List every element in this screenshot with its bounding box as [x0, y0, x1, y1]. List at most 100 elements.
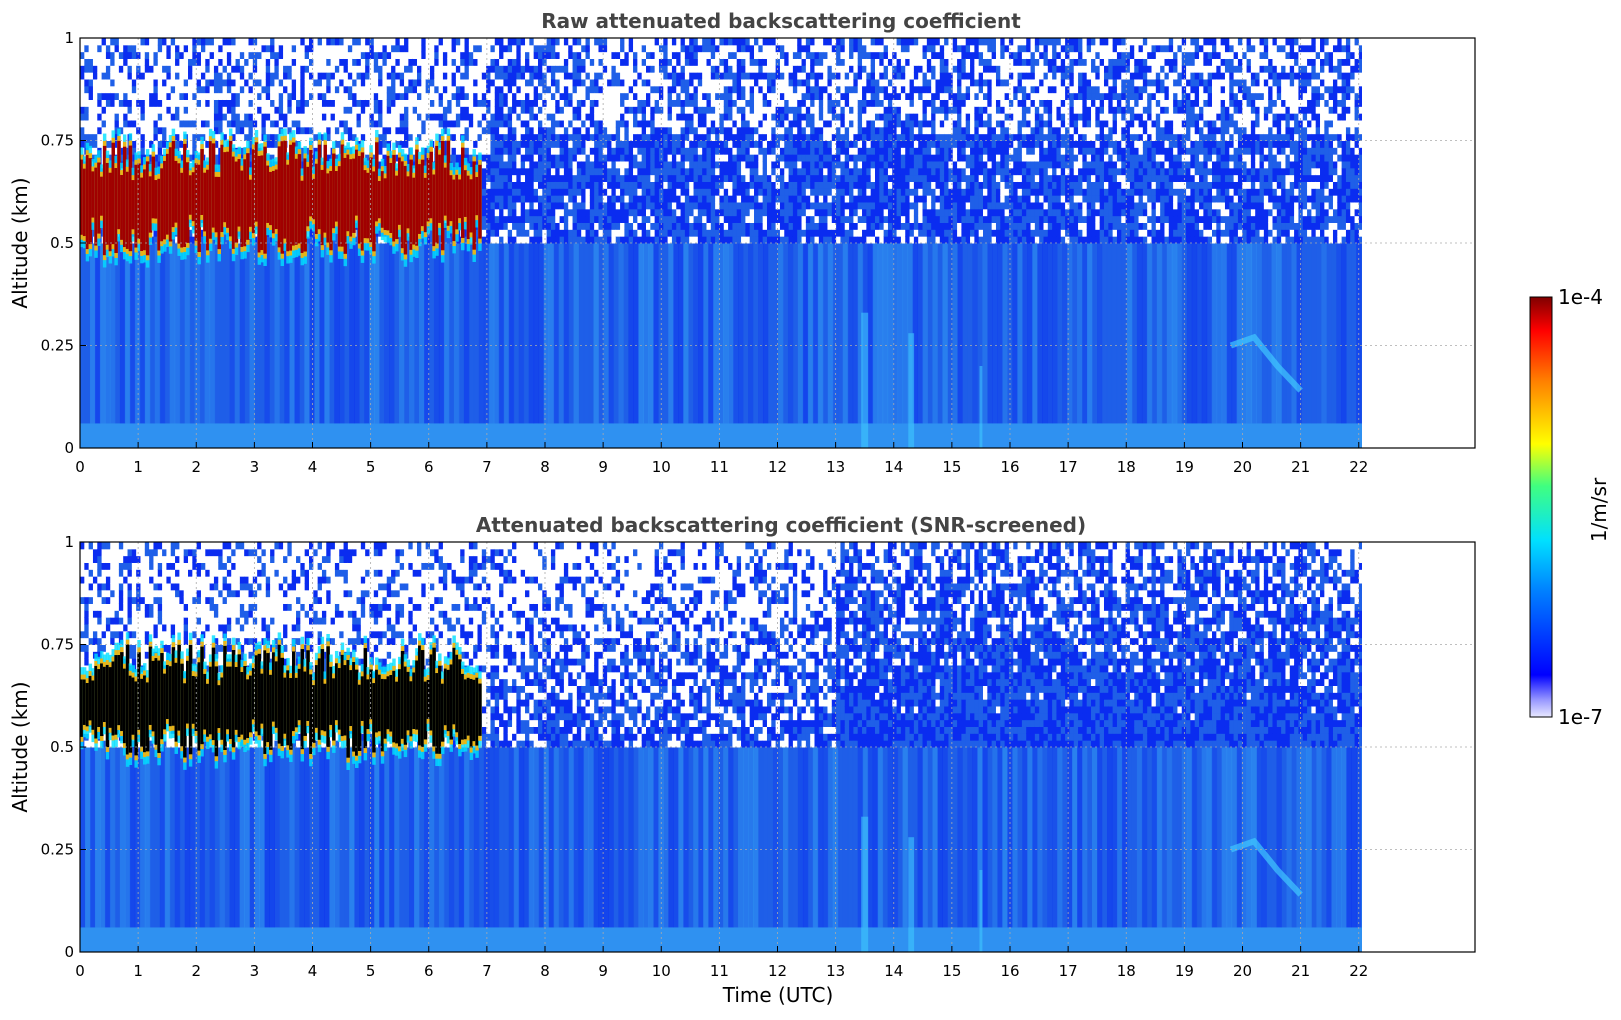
heatmap-cell	[334, 79, 340, 87]
heatmap-cell	[732, 181, 738, 189]
heatmap-cell	[252, 79, 258, 87]
heatmap-cell	[710, 208, 716, 217]
heatmap-cell	[352, 133, 358, 141]
heatmap-cell	[170, 120, 176, 128]
heatmap-cell	[429, 120, 435, 128]
heatmap-cell	[650, 113, 656, 121]
heatmap-cell	[503, 202, 509, 210]
heatmap-cell	[728, 154, 733, 162]
heatmap-cell	[399, 65, 405, 73]
heatmap-cell	[123, 106, 129, 114]
heatmap-cell	[296, 120, 301, 128]
heatmap-cell	[278, 106, 284, 114]
heatmap-cell	[624, 85, 630, 94]
heatmap-cell	[594, 85, 599, 94]
heatmap-cell	[576, 44, 582, 53]
heatmap-cell	[140, 113, 146, 121]
heatmap-cell	[542, 58, 548, 66]
heatmap-cell	[754, 106, 759, 114]
heatmap-cell	[300, 120, 306, 128]
heatmap-cell	[244, 85, 250, 94]
heatmap-cell	[598, 92, 604, 100]
heatmap-cell	[654, 161, 660, 169]
heatmap-cell	[719, 174, 725, 182]
heatmap-cell	[620, 72, 625, 80]
heatmap-cell	[872, 243, 879, 424]
heatmap-cell	[334, 51, 340, 59]
heatmap-cell	[741, 65, 746, 73]
heatmap-cell	[555, 58, 561, 66]
heatmap-cell	[283, 72, 288, 80]
heatmap-cell	[702, 85, 707, 94]
heatmap-cell	[274, 51, 280, 59]
heatmap-cell	[490, 65, 496, 73]
heatmap-cell	[537, 99, 543, 107]
heatmap-cell	[425, 44, 431, 53]
heatmap-cell	[749, 38, 755, 46]
heatmap-cell	[373, 92, 379, 100]
heatmap-cell	[697, 106, 703, 114]
heatmap-cell	[589, 236, 595, 244]
heatmap-cell	[602, 51, 608, 59]
heatmap-cell	[291, 38, 297, 46]
heatmap-cell	[559, 120, 565, 128]
heatmap-cell	[386, 44, 392, 53]
heatmap-cell	[494, 65, 500, 73]
heatmap-cell	[546, 85, 552, 94]
heatmap-cell	[248, 236, 254, 244]
heatmap-cell	[812, 243, 819, 424]
heatmap-cell	[283, 106, 288, 114]
heatmap-cell	[654, 181, 660, 189]
heatmap-cell	[520, 147, 526, 155]
heatmap-cell	[274, 38, 280, 46]
heatmap-cell	[425, 140, 431, 148]
heatmap-cell	[101, 106, 107, 114]
heatmap-cell	[140, 133, 146, 141]
heatmap-cell	[581, 99, 587, 107]
heatmap-cell	[615, 236, 621, 244]
heatmap-area	[80, 38, 1362, 448]
heatmap-cell	[80, 51, 85, 59]
heatmap-cell	[205, 51, 211, 59]
heatmap-cell	[633, 126, 638, 135]
heatmap-cell	[693, 79, 699, 87]
heatmap-cell	[633, 236, 638, 244]
heatmap-cell	[512, 202, 517, 210]
heatmap-cell	[585, 229, 591, 237]
heatmap-cell	[572, 181, 578, 189]
heatmap-cell	[503, 236, 509, 244]
heatmap-cell	[442, 140, 448, 148]
heatmap-cell	[633, 120, 638, 128]
heatmap-cell	[105, 92, 111, 100]
heatmap-cell	[576, 215, 582, 223]
heatmap-cell	[732, 58, 738, 66]
heatmap-cell	[200, 120, 206, 128]
heatmap-cell	[663, 44, 669, 53]
heatmap-cell	[516, 44, 522, 53]
heatmap-cell	[404, 106, 409, 114]
heatmap-cell	[209, 243, 216, 424]
heatmap-cell	[226, 106, 232, 114]
heatmap-cell	[654, 167, 660, 176]
heatmap-cell	[702, 65, 707, 73]
heatmap-cell	[339, 85, 345, 94]
heatmap-cell	[611, 174, 617, 182]
heatmap-cell	[196, 51, 202, 59]
heatmap-cell	[80, 120, 85, 128]
heatmap-cell	[326, 65, 332, 73]
heatmap-cell	[1191, 243, 1198, 424]
heatmap-cell	[313, 126, 319, 135]
heatmap-cell	[360, 85, 366, 94]
heatmap-cell	[157, 140, 163, 148]
heatmap-cell	[615, 202, 621, 210]
heatmap-cell	[977, 243, 983, 424]
heatmap-cell	[525, 161, 530, 169]
heatmap-cell	[568, 106, 574, 114]
heatmap-cell	[200, 65, 206, 73]
heatmap-cell	[693, 202, 699, 210]
heatmap-cell	[296, 99, 301, 107]
heatmap-cell	[710, 154, 716, 162]
heatmap-cell	[736, 202, 742, 210]
heatmap-cell	[736, 92, 742, 100]
heatmap-cell	[101, 65, 107, 73]
